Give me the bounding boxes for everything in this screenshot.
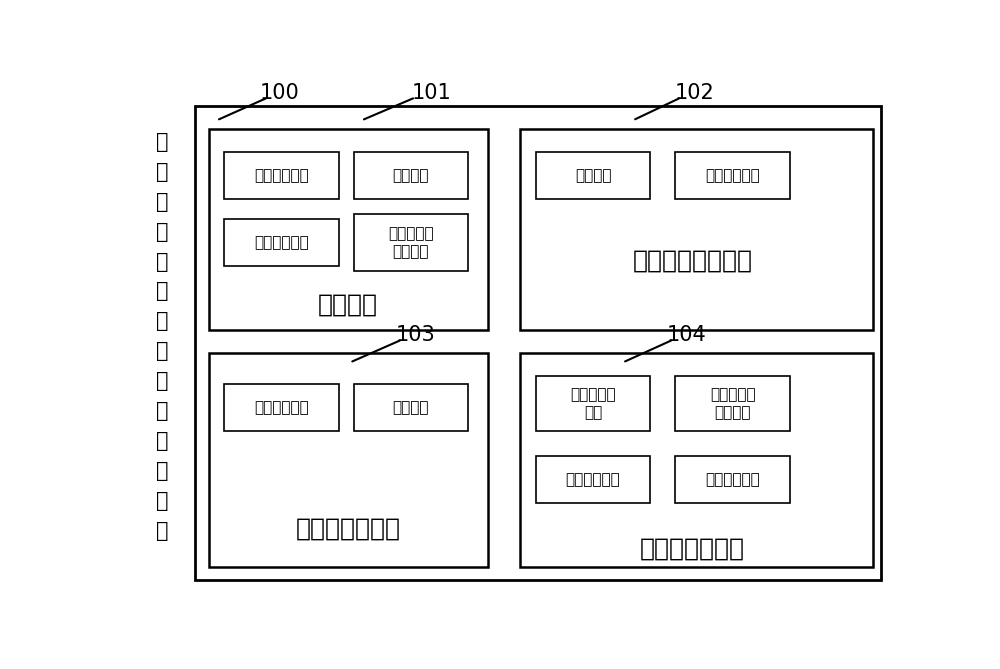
Text: 移动终端: 移动终端 (318, 292, 378, 316)
Text: 助: 助 (156, 282, 168, 302)
Bar (536, 377, 650, 431)
Text: 100: 100 (260, 83, 300, 103)
Bar (209, 129, 488, 330)
Text: 公共信息管理平台: 公共信息管理平台 (633, 249, 753, 272)
Text: 地: 地 (156, 221, 168, 242)
Bar (354, 153, 468, 199)
Text: 注册登录模块: 注册登录模块 (254, 168, 309, 183)
Text: 101: 101 (411, 83, 451, 103)
Text: 疗: 疗 (156, 461, 168, 481)
Text: 审核模块: 审核模块 (393, 400, 429, 415)
Text: 约: 约 (156, 341, 168, 361)
Text: 103: 103 (396, 325, 436, 345)
Text: 数据存储模块: 数据存储模块 (705, 168, 760, 183)
Text: 流程检测模块: 流程检测模块 (705, 472, 760, 487)
Bar (354, 384, 468, 431)
Bar (675, 456, 790, 502)
Text: 104: 104 (667, 325, 707, 345)
Text: 析: 析 (156, 401, 168, 421)
Bar (520, 129, 873, 330)
Bar (536, 456, 650, 502)
Bar (520, 353, 873, 567)
Bar (209, 353, 488, 567)
Bar (675, 153, 790, 199)
Bar (675, 377, 790, 431)
Text: 判断与评估
模块: 判断与评估 模块 (570, 387, 616, 420)
Text: 语音提示与
呼叫模块: 语音提示与 呼叫模块 (388, 225, 434, 260)
Bar (354, 214, 468, 271)
Text: 认证模块: 认证模块 (575, 168, 611, 183)
Text: 患: 患 (156, 132, 168, 152)
Text: 102: 102 (675, 83, 714, 103)
Bar (224, 153, 339, 199)
Text: 治: 治 (156, 431, 168, 451)
Text: 体征评估模块: 体征评估模块 (566, 472, 620, 487)
Text: 医院预约服务器: 医院预约服务器 (296, 516, 401, 541)
Bar (195, 106, 881, 580)
Text: 处方制定与
查看模块: 处方制定与 查看模块 (710, 387, 755, 420)
Text: 实名认证模块: 实名认证模块 (254, 400, 309, 415)
Text: 支付绑定模块: 支付绑定模块 (254, 235, 309, 250)
Bar (536, 153, 650, 199)
Text: 流程跟踪服务器: 流程跟踪服务器 (640, 537, 745, 561)
Text: 挂号模块: 挂号模块 (393, 168, 429, 183)
Text: 异: 异 (156, 192, 168, 212)
Text: 者: 者 (156, 162, 168, 182)
Text: 统: 统 (156, 520, 168, 541)
Text: 预: 预 (156, 311, 168, 331)
Text: 系: 系 (156, 490, 168, 510)
Bar (224, 219, 339, 266)
Text: 透: 透 (156, 371, 168, 391)
Bar (224, 384, 339, 431)
Text: 自: 自 (156, 252, 168, 272)
